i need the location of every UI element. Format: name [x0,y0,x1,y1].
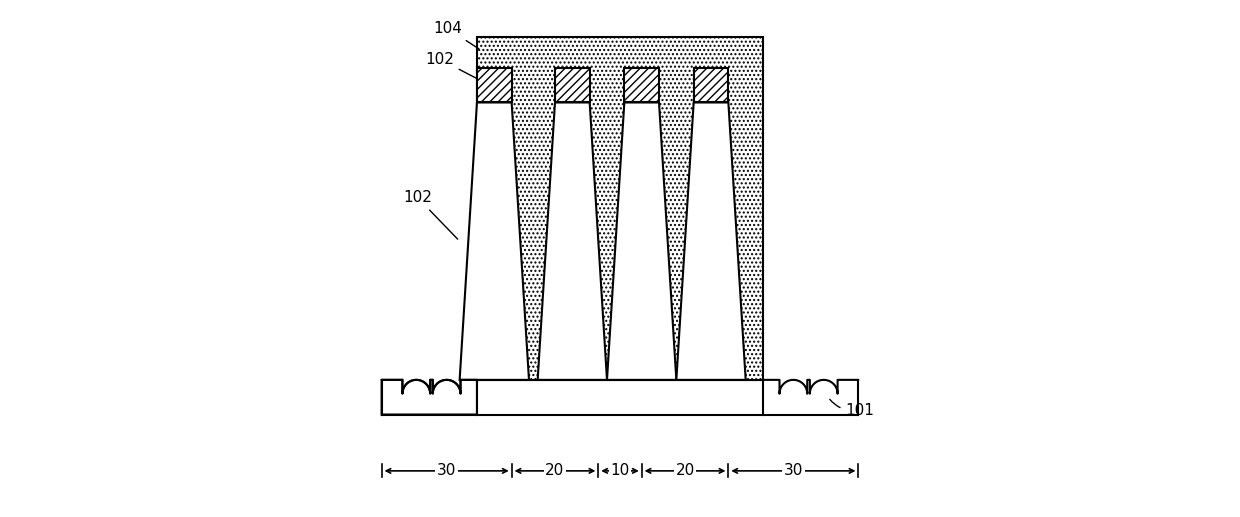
Polygon shape [460,102,529,380]
Text: 102: 102 [403,190,458,239]
Bar [477,37,763,380]
Text: 20: 20 [546,463,564,478]
Polygon shape [676,102,745,380]
Text: 30: 30 [436,463,456,478]
Polygon shape [538,102,608,380]
Polygon shape [382,380,477,415]
Bar [556,68,590,102]
Text: 20: 20 [676,463,694,478]
Text: 104: 104 [434,21,479,49]
Bar [477,68,512,102]
Bar [693,68,728,102]
Polygon shape [608,102,676,380]
Text: 102: 102 [425,52,479,80]
Bar [624,68,658,102]
Text: 30: 30 [784,463,804,478]
Text: 101: 101 [830,399,874,418]
Text: 10: 10 [610,463,630,478]
